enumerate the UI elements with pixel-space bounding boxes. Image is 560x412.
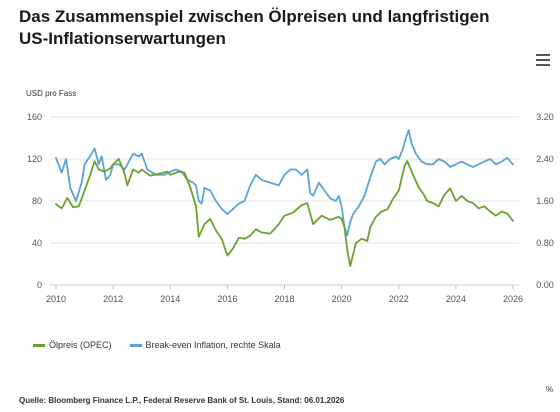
y-tick-left-3: 120 bbox=[27, 154, 42, 164]
y-tick-left-2: 80 bbox=[32, 196, 42, 206]
series-line-oil-price bbox=[55, 158, 514, 268]
x-tick-6: 2022 bbox=[389, 294, 409, 304]
y-tick-right-0: 0.00 bbox=[536, 280, 554, 290]
x-tick-4: 2018 bbox=[274, 294, 294, 304]
y-ticks-right: 0.00 0.80 1.60 2.40 3.20 bbox=[536, 112, 554, 290]
y-tick-right-4: 3.20 bbox=[536, 112, 554, 122]
x-tick-5: 2020 bbox=[332, 294, 352, 304]
x-tick-2: 2014 bbox=[160, 294, 180, 304]
x-ticks: 2010 2012 2014 2016 2018 2020 2022 2024 2026 bbox=[46, 285, 523, 304]
x-tick-7: 2024 bbox=[446, 294, 466, 304]
legend-swatch-breakeven bbox=[129, 343, 142, 347]
y-tick-right-3: 2.40 bbox=[536, 154, 554, 164]
y-tick-right-1: 0.80 bbox=[536, 238, 554, 248]
legend-item-oil[interactable]: Ölpreis (OPEC) bbox=[33, 340, 112, 350]
source-note: Quelle: Bloomberg Finance L.P., Federal … bbox=[19, 396, 345, 405]
x-tick-3: 2016 bbox=[217, 294, 237, 304]
y-axis-right-label: % bbox=[546, 385, 554, 394]
legend: Ölpreis (OPEC) Break-even Inflation, rec… bbox=[33, 340, 281, 350]
y-tick-left-0: 0 bbox=[37, 280, 42, 290]
y-tick-left-1: 40 bbox=[32, 238, 42, 248]
legend-label-breakeven: Break-even Inflation, rechte Skala bbox=[145, 340, 281, 350]
y-axis-left-label: USD pro Fass bbox=[26, 89, 77, 98]
x-tick-1: 2012 bbox=[103, 294, 123, 304]
x-tick-0: 2010 bbox=[46, 294, 66, 304]
x-tick-8: 2026 bbox=[503, 294, 523, 304]
chart-title: Das Zusammenspiel zwischen Ölpreisen und… bbox=[19, 7, 490, 48]
series-line-breakeven-inflation bbox=[55, 129, 514, 237]
legend-swatch-oil bbox=[33, 343, 45, 347]
gridlines bbox=[50, 116, 519, 286]
y-tick-right-2: 1.60 bbox=[536, 196, 554, 206]
y-tick-left-4: 160 bbox=[27, 112, 42, 122]
hamburger-menu-icon[interactable] bbox=[536, 54, 550, 66]
series-lines bbox=[55, 129, 514, 268]
y-ticks-left: 0 40 80 120 160 bbox=[27, 112, 42, 290]
legend-item-breakeven[interactable]: Break-even Inflation, rechte Skala bbox=[129, 340, 281, 350]
legend-label-oil: Ölpreis (OPEC) bbox=[49, 340, 112, 350]
